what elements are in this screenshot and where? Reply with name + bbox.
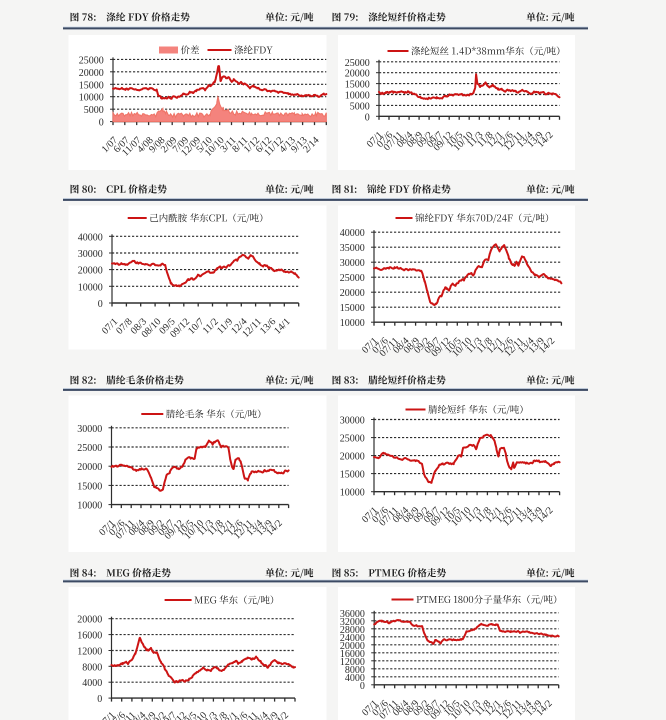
svg-text:4000: 4000 [82, 678, 102, 689]
svg-text:10000: 10000 [340, 318, 365, 329]
svg-text:15000: 15000 [345, 80, 370, 91]
svg-text:25000: 25000 [345, 58, 370, 69]
svg-text:12/11: 12/11 [237, 710, 261, 720]
svg-text:16000: 16000 [340, 649, 365, 660]
svg-text:09/7: 09/7 [159, 710, 179, 720]
svg-text:09/2: 09/2 [148, 710, 168, 720]
svg-text:07/6: 07/6 [108, 710, 128, 720]
svg-text:30000: 30000 [77, 424, 102, 435]
svg-text:35000: 35000 [340, 243, 365, 254]
svg-text:8000: 8000 [345, 665, 365, 676]
svg-text:30000: 30000 [340, 258, 365, 269]
svg-text:0: 0 [365, 112, 370, 123]
svg-text:0: 0 [360, 681, 365, 692]
svg-text:20000: 20000 [77, 462, 102, 473]
svg-text:20000: 20000 [340, 641, 365, 652]
svg-text:08/9: 08/9 [138, 710, 158, 720]
svg-text:11/8: 11/8 [210, 710, 230, 720]
svg-text:24000: 24000 [340, 633, 365, 644]
svg-text:25000: 25000 [79, 55, 104, 66]
svg-text:10/5: 10/5 [179, 710, 199, 720]
svg-text:40000: 40000 [78, 232, 103, 243]
svg-text:13/9: 13/9 [260, 710, 280, 720]
svg-text:5000: 5000 [84, 105, 104, 116]
svg-text:0: 0 [97, 694, 102, 705]
svg-text:11/3: 11/3 [200, 710, 220, 720]
svg-text:15000: 15000 [340, 303, 365, 314]
svg-text:20000: 20000 [345, 69, 370, 80]
svg-text:12/1: 12/1 [220, 710, 240, 720]
svg-text:0: 0 [99, 118, 104, 129]
svg-text:8000: 8000 [82, 662, 102, 673]
svg-text:14/2: 14/2 [271, 710, 291, 720]
svg-text:10000: 10000 [79, 93, 104, 104]
svg-text:40000: 40000 [340, 228, 365, 239]
svg-text:09/12: 09/12 [165, 710, 189, 720]
svg-text:5000: 5000 [350, 101, 370, 112]
svg-text:20000: 20000 [340, 288, 365, 299]
svg-text:07/1: 07/1 [97, 710, 117, 720]
svg-text:15000: 15000 [340, 470, 365, 481]
svg-text:15000: 15000 [77, 481, 102, 492]
svg-text:13/4: 13/4 [250, 710, 270, 720]
svg-text:25000: 25000 [340, 434, 365, 445]
svg-text:12000: 12000 [77, 647, 102, 658]
svg-text:20000: 20000 [79, 68, 104, 79]
svg-text:20000: 20000 [77, 615, 102, 626]
svg-text:10000: 10000 [345, 91, 370, 102]
svg-text:12/6: 12/6 [230, 710, 250, 720]
svg-text:20000: 20000 [340, 452, 365, 463]
svg-text:20000: 20000 [78, 266, 103, 277]
svg-text:25000: 25000 [340, 273, 365, 284]
svg-text:32000: 32000 [340, 617, 365, 628]
svg-text:10000: 10000 [77, 501, 102, 512]
svg-text:10/10: 10/10 [186, 710, 210, 720]
svg-text:10000: 10000 [78, 282, 103, 293]
svg-text:4000: 4000 [345, 673, 365, 684]
svg-text:08/4: 08/4 [128, 710, 148, 720]
svg-text:30000: 30000 [78, 249, 103, 260]
svg-text:30000: 30000 [340, 416, 365, 427]
svg-text:16000: 16000 [77, 631, 102, 642]
svg-text:10000: 10000 [340, 488, 365, 499]
svg-text:28000: 28000 [340, 625, 365, 636]
svg-text:25000: 25000 [77, 443, 102, 454]
svg-text:07/11: 07/11 [114, 710, 138, 720]
svg-text:36000: 36000 [340, 609, 365, 620]
svg-text:15000: 15000 [79, 80, 104, 91]
svg-text:12000: 12000 [340, 657, 365, 668]
svg-text:0: 0 [98, 299, 103, 310]
